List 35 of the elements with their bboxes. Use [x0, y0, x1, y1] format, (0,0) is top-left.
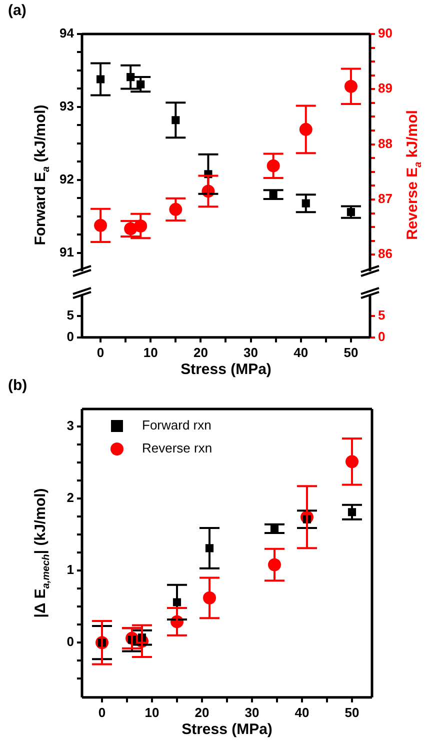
y-tick-label: 92	[60, 172, 74, 187]
y2-tick-label: 89	[378, 80, 392, 96]
x-axis-title: Stress (MPa)	[180, 361, 272, 378]
y-tick-label: 2	[66, 490, 74, 505]
y2-tick-label: 5	[378, 308, 386, 323]
y-tick-label: 0	[66, 328, 74, 344]
x-tick-label: 40	[294, 704, 310, 720]
x-tick-label: 50	[344, 704, 360, 720]
x-tick-label: 0	[98, 704, 106, 720]
y2-tick-label: 0	[378, 328, 386, 344]
legend-label: Reverse rxn	[142, 440, 212, 456]
y2-tick-label: 87	[378, 191, 392, 206]
x-tick-label: 50	[344, 344, 358, 360]
x-tick-label: 10	[143, 344, 158, 360]
y-tick-label: 93	[60, 98, 74, 114]
y-tick-label: 91	[60, 244, 74, 260]
y2-tick-label: 88	[378, 136, 392, 151]
chart-title: (a)	[8, 2, 26, 19]
legend-label: Forward rxn	[142, 418, 212, 433]
y-tick-label: 5	[66, 308, 74, 323]
x-tick-label: 40	[294, 344, 308, 360]
y-tick-label: 0	[66, 634, 74, 650]
x-tick-label: 10	[144, 704, 160, 720]
x-tick-label: 30	[244, 344, 258, 360]
y-tick-label: 3	[66, 418, 74, 433]
y-tick-label: 1	[66, 562, 74, 578]
chart-title: (b)	[8, 377, 28, 394]
x-axis-title: Stress (MPa)	[182, 721, 272, 738]
x-tick-label: 20	[194, 704, 210, 720]
y2-tick-label: 86	[378, 246, 392, 262]
x-tick-label: 0	[96, 344, 104, 360]
x-tick-label: 20	[193, 344, 208, 360]
y2-tick-label: 90	[378, 26, 392, 41]
y-tick-label: 94	[60, 26, 75, 41]
x-tick-label: 30	[244, 704, 260, 720]
